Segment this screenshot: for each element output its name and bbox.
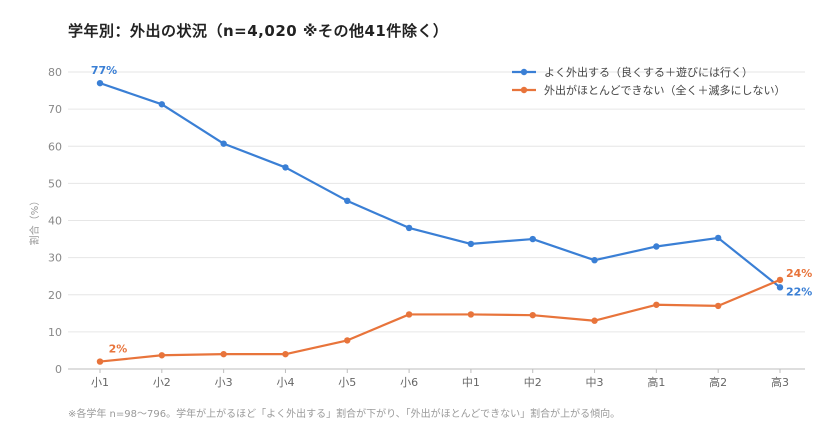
- y-tick-label: 0: [55, 363, 62, 376]
- data-point: [344, 197, 351, 205]
- data-point: [529, 235, 536, 243]
- x-tick-label: 小1: [91, 376, 109, 389]
- legend-label: 外出がほとんどできない（全く＋滅多にしない）: [544, 83, 785, 97]
- data-point: [96, 79, 104, 87]
- y-tick-label: 10: [48, 326, 62, 339]
- x-tick-label: 高3: [771, 375, 789, 389]
- data-point: [467, 240, 475, 248]
- legend-swatch-marker: [520, 68, 528, 76]
- data-point: [714, 234, 722, 242]
- data-label: 24%: [786, 267, 812, 280]
- x-tick-label: 中2: [524, 376, 542, 389]
- y-tick-label: 60: [48, 140, 62, 153]
- data-point: [220, 350, 227, 358]
- data-point: [591, 257, 598, 264]
- y-tick-label: 50: [48, 177, 62, 190]
- y-tick-label: 30: [48, 252, 62, 265]
- y-tick-label: 80: [48, 66, 62, 79]
- data-label: 2%: [109, 343, 128, 356]
- x-tick-label: 小4: [276, 376, 294, 389]
- data-point: [776, 284, 784, 291]
- data-point: [96, 358, 104, 365]
- data-point: [220, 140, 227, 147]
- data-point: [344, 337, 351, 344]
- data-point: [714, 302, 722, 310]
- data-point: [282, 164, 289, 171]
- y-axis-label: 割合（%）: [28, 196, 41, 246]
- data-point: [653, 243, 660, 250]
- y-tick-label: 20: [48, 289, 62, 302]
- data-point: [158, 101, 166, 108]
- data-point: [776, 276, 784, 284]
- x-tick-label: 中1: [462, 376, 480, 389]
- line-chart: 0 10 20 30 40 50 60 70 80 小1 小2 小3 小4 小5 小6 中1 中2 中3 高1 高2 高…: [28, 64, 812, 389]
- data-point: [653, 301, 660, 308]
- data-point: [405, 224, 413, 232]
- series-line: [99, 82, 781, 289]
- data-point: [405, 311, 413, 318]
- x-tick-label: 小5: [338, 376, 356, 389]
- data-label: 77%: [91, 64, 117, 77]
- x-tick-label: 高1: [647, 375, 665, 389]
- y-tick-label: 70: [48, 103, 62, 116]
- x-tick-label: 高2: [709, 375, 727, 389]
- chart-title: 学年別：外出の状況（n=4,020 ※その他41件除く）: [68, 22, 449, 40]
- x-tick-label: 小6: [400, 376, 418, 389]
- legend-swatch-marker: [520, 86, 528, 94]
- x-tick-label: 小3: [215, 376, 233, 389]
- data-point: [282, 350, 289, 358]
- x-tick-label: 小2: [153, 376, 171, 389]
- chart-footnote: ※各学年 n=98〜796。学年が上がるほど「よく外出する」割合が下がり、「外出…: [68, 409, 621, 420]
- data-point: [467, 311, 475, 318]
- data-point: [591, 317, 598, 324]
- x-tick-label: 中3: [586, 376, 604, 389]
- series-line: [99, 278, 781, 363]
- data-point: [529, 311, 536, 319]
- y-tick-label: 40: [48, 215, 62, 228]
- legend-label: よく外出する（良くする＋遊びには行く）: [544, 65, 753, 79]
- data-label: 22%: [786, 285, 812, 298]
- data-point: [158, 352, 166, 359]
